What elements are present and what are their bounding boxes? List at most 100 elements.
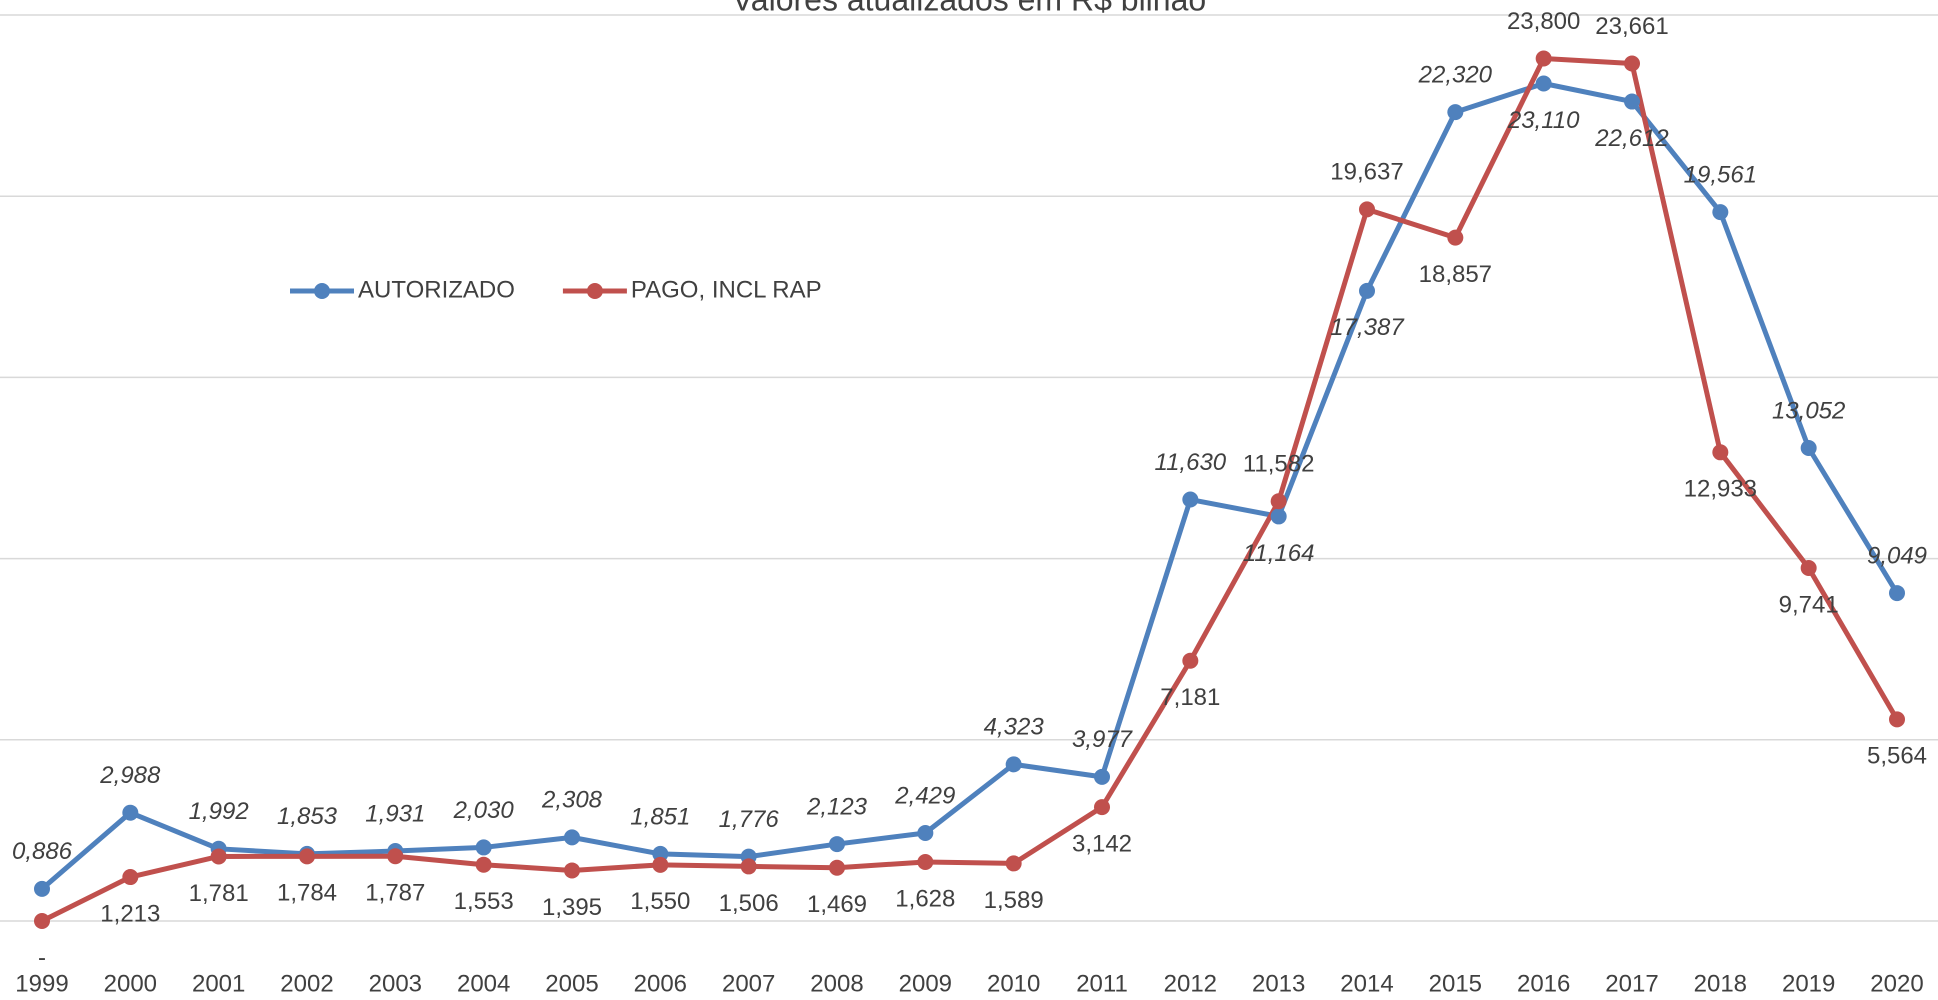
data-label: 1,395 bbox=[542, 894, 602, 921]
data-point bbox=[1005, 855, 1022, 872]
data-label: 11,582 bbox=[1243, 451, 1315, 478]
x-tick-label: 2019 bbox=[1782, 970, 1835, 997]
x-tick-label: 2006 bbox=[634, 970, 687, 997]
data-label: 1,628 bbox=[895, 885, 955, 912]
x-tick-label: 2010 bbox=[987, 970, 1040, 997]
data-point bbox=[1800, 439, 1817, 456]
data-label: 4,323 bbox=[984, 714, 1045, 741]
data-label: 0,886 bbox=[12, 838, 73, 865]
data-point bbox=[740, 858, 757, 875]
data-label: 5,564 bbox=[1867, 743, 1927, 770]
x-tick-label: 2013 bbox=[1252, 970, 1305, 997]
data-label: 1,213 bbox=[100, 900, 160, 927]
data-label: 1,784 bbox=[277, 880, 337, 907]
data-point bbox=[122, 804, 139, 821]
data-point bbox=[1270, 508, 1287, 525]
data-label: 9,049 bbox=[1867, 542, 1927, 569]
data-point bbox=[1535, 50, 1552, 67]
data-label: 1,506 bbox=[719, 890, 779, 917]
x-tick-label: 2005 bbox=[545, 970, 598, 997]
x-tick-label: 2004 bbox=[457, 970, 510, 997]
data-point bbox=[829, 859, 845, 876]
data-label: 2,988 bbox=[99, 762, 161, 789]
data-label: 1,776 bbox=[719, 806, 780, 833]
x-tick-label: 2009 bbox=[899, 970, 952, 997]
data-label: 2,429 bbox=[894, 782, 955, 809]
data-point bbox=[1800, 559, 1817, 576]
data-point bbox=[564, 862, 580, 879]
data-label: 3,977 bbox=[1072, 726, 1134, 753]
data-point bbox=[34, 880, 50, 897]
x-tick-label: 2018 bbox=[1694, 970, 1747, 997]
data-point bbox=[1447, 104, 1464, 121]
legend-marker bbox=[586, 283, 603, 299]
x-tick-label: 2003 bbox=[369, 970, 422, 997]
data-label: 1,851 bbox=[630, 803, 690, 830]
data-point bbox=[1889, 711, 1905, 728]
data-label: 1,550 bbox=[630, 888, 690, 915]
data-label: 2,123 bbox=[806, 793, 868, 820]
data-label: 22,320 bbox=[1418, 61, 1493, 88]
series-line bbox=[40, 55, 1900, 924]
x-tick-label: 2015 bbox=[1429, 970, 1482, 997]
data-label: 2,030 bbox=[453, 797, 515, 824]
data-point bbox=[1270, 493, 1287, 510]
data-point bbox=[1359, 282, 1375, 299]
data-point bbox=[1359, 201, 1375, 218]
data-label: 19,637 bbox=[1330, 159, 1403, 186]
data-point bbox=[475, 856, 492, 873]
data-point bbox=[1182, 652, 1199, 669]
data-label: 11,164 bbox=[1243, 540, 1315, 567]
x-tick-label: 2008 bbox=[810, 970, 863, 997]
x-tick-label: 2012 bbox=[1164, 970, 1217, 997]
x-tick-label: 2000 bbox=[104, 970, 157, 997]
data-point bbox=[1094, 799, 1110, 816]
data-point bbox=[1094, 768, 1110, 785]
data-label: 7,181 bbox=[1160, 684, 1220, 711]
x-tick-label: 2002 bbox=[280, 970, 333, 997]
data-label: 1,931 bbox=[365, 800, 425, 827]
data-point bbox=[1624, 93, 1640, 110]
chart-title: Valores atualizados em R$ bilhão bbox=[732, 0, 1206, 17]
data-point bbox=[917, 824, 934, 841]
x-tick-label: 2017 bbox=[1605, 970, 1658, 997]
data-label: 1,553 bbox=[454, 888, 514, 915]
data-label: 12,933 bbox=[1684, 476, 1757, 503]
legend-label: PAGO, INCL RAP bbox=[631, 276, 822, 303]
data-label: 19,561 bbox=[1684, 161, 1757, 188]
data-point bbox=[652, 856, 669, 873]
data-point bbox=[1712, 204, 1729, 221]
data-label: 3,142 bbox=[1072, 830, 1132, 857]
x-tick-label: 2014 bbox=[1340, 970, 1393, 997]
data-point bbox=[34, 913, 50, 929]
data-label: 23,800 bbox=[1507, 8, 1580, 35]
data-label: 11,630 bbox=[1155, 449, 1227, 476]
data-point bbox=[1447, 229, 1464, 246]
legend-marker bbox=[314, 283, 330, 299]
data-label: 1,469 bbox=[807, 891, 867, 918]
x-tick-label: 1999 bbox=[15, 970, 68, 997]
data-label: 13,052 bbox=[1772, 397, 1845, 424]
x-tick-label: 2016 bbox=[1517, 970, 1570, 997]
data-label: 1,787 bbox=[365, 880, 425, 907]
data-point bbox=[210, 848, 227, 865]
data-label: 1,781 bbox=[189, 880, 249, 907]
data-label: 1,589 bbox=[984, 887, 1044, 914]
x-tick-label: 2001 bbox=[192, 970, 245, 997]
data-point bbox=[387, 848, 404, 865]
data-label: 9,741 bbox=[1779, 591, 1839, 618]
data-label: - bbox=[38, 944, 46, 971]
data-label: 23,110 bbox=[1507, 107, 1580, 134]
series-line bbox=[40, 80, 1900, 891]
data-point bbox=[475, 839, 492, 856]
data-label: 22,612 bbox=[1594, 125, 1668, 152]
data-label: 23,661 bbox=[1595, 13, 1668, 40]
data-point bbox=[1889, 585, 1905, 602]
data-label: 18,857 bbox=[1419, 261, 1492, 288]
data-label: 1,853 bbox=[277, 803, 338, 830]
x-tick-label: 2011 bbox=[1076, 970, 1128, 997]
data-label: 17,387 bbox=[1330, 314, 1405, 341]
x-tick-label: 2020 bbox=[1870, 970, 1923, 997]
data-point bbox=[1624, 55, 1640, 72]
